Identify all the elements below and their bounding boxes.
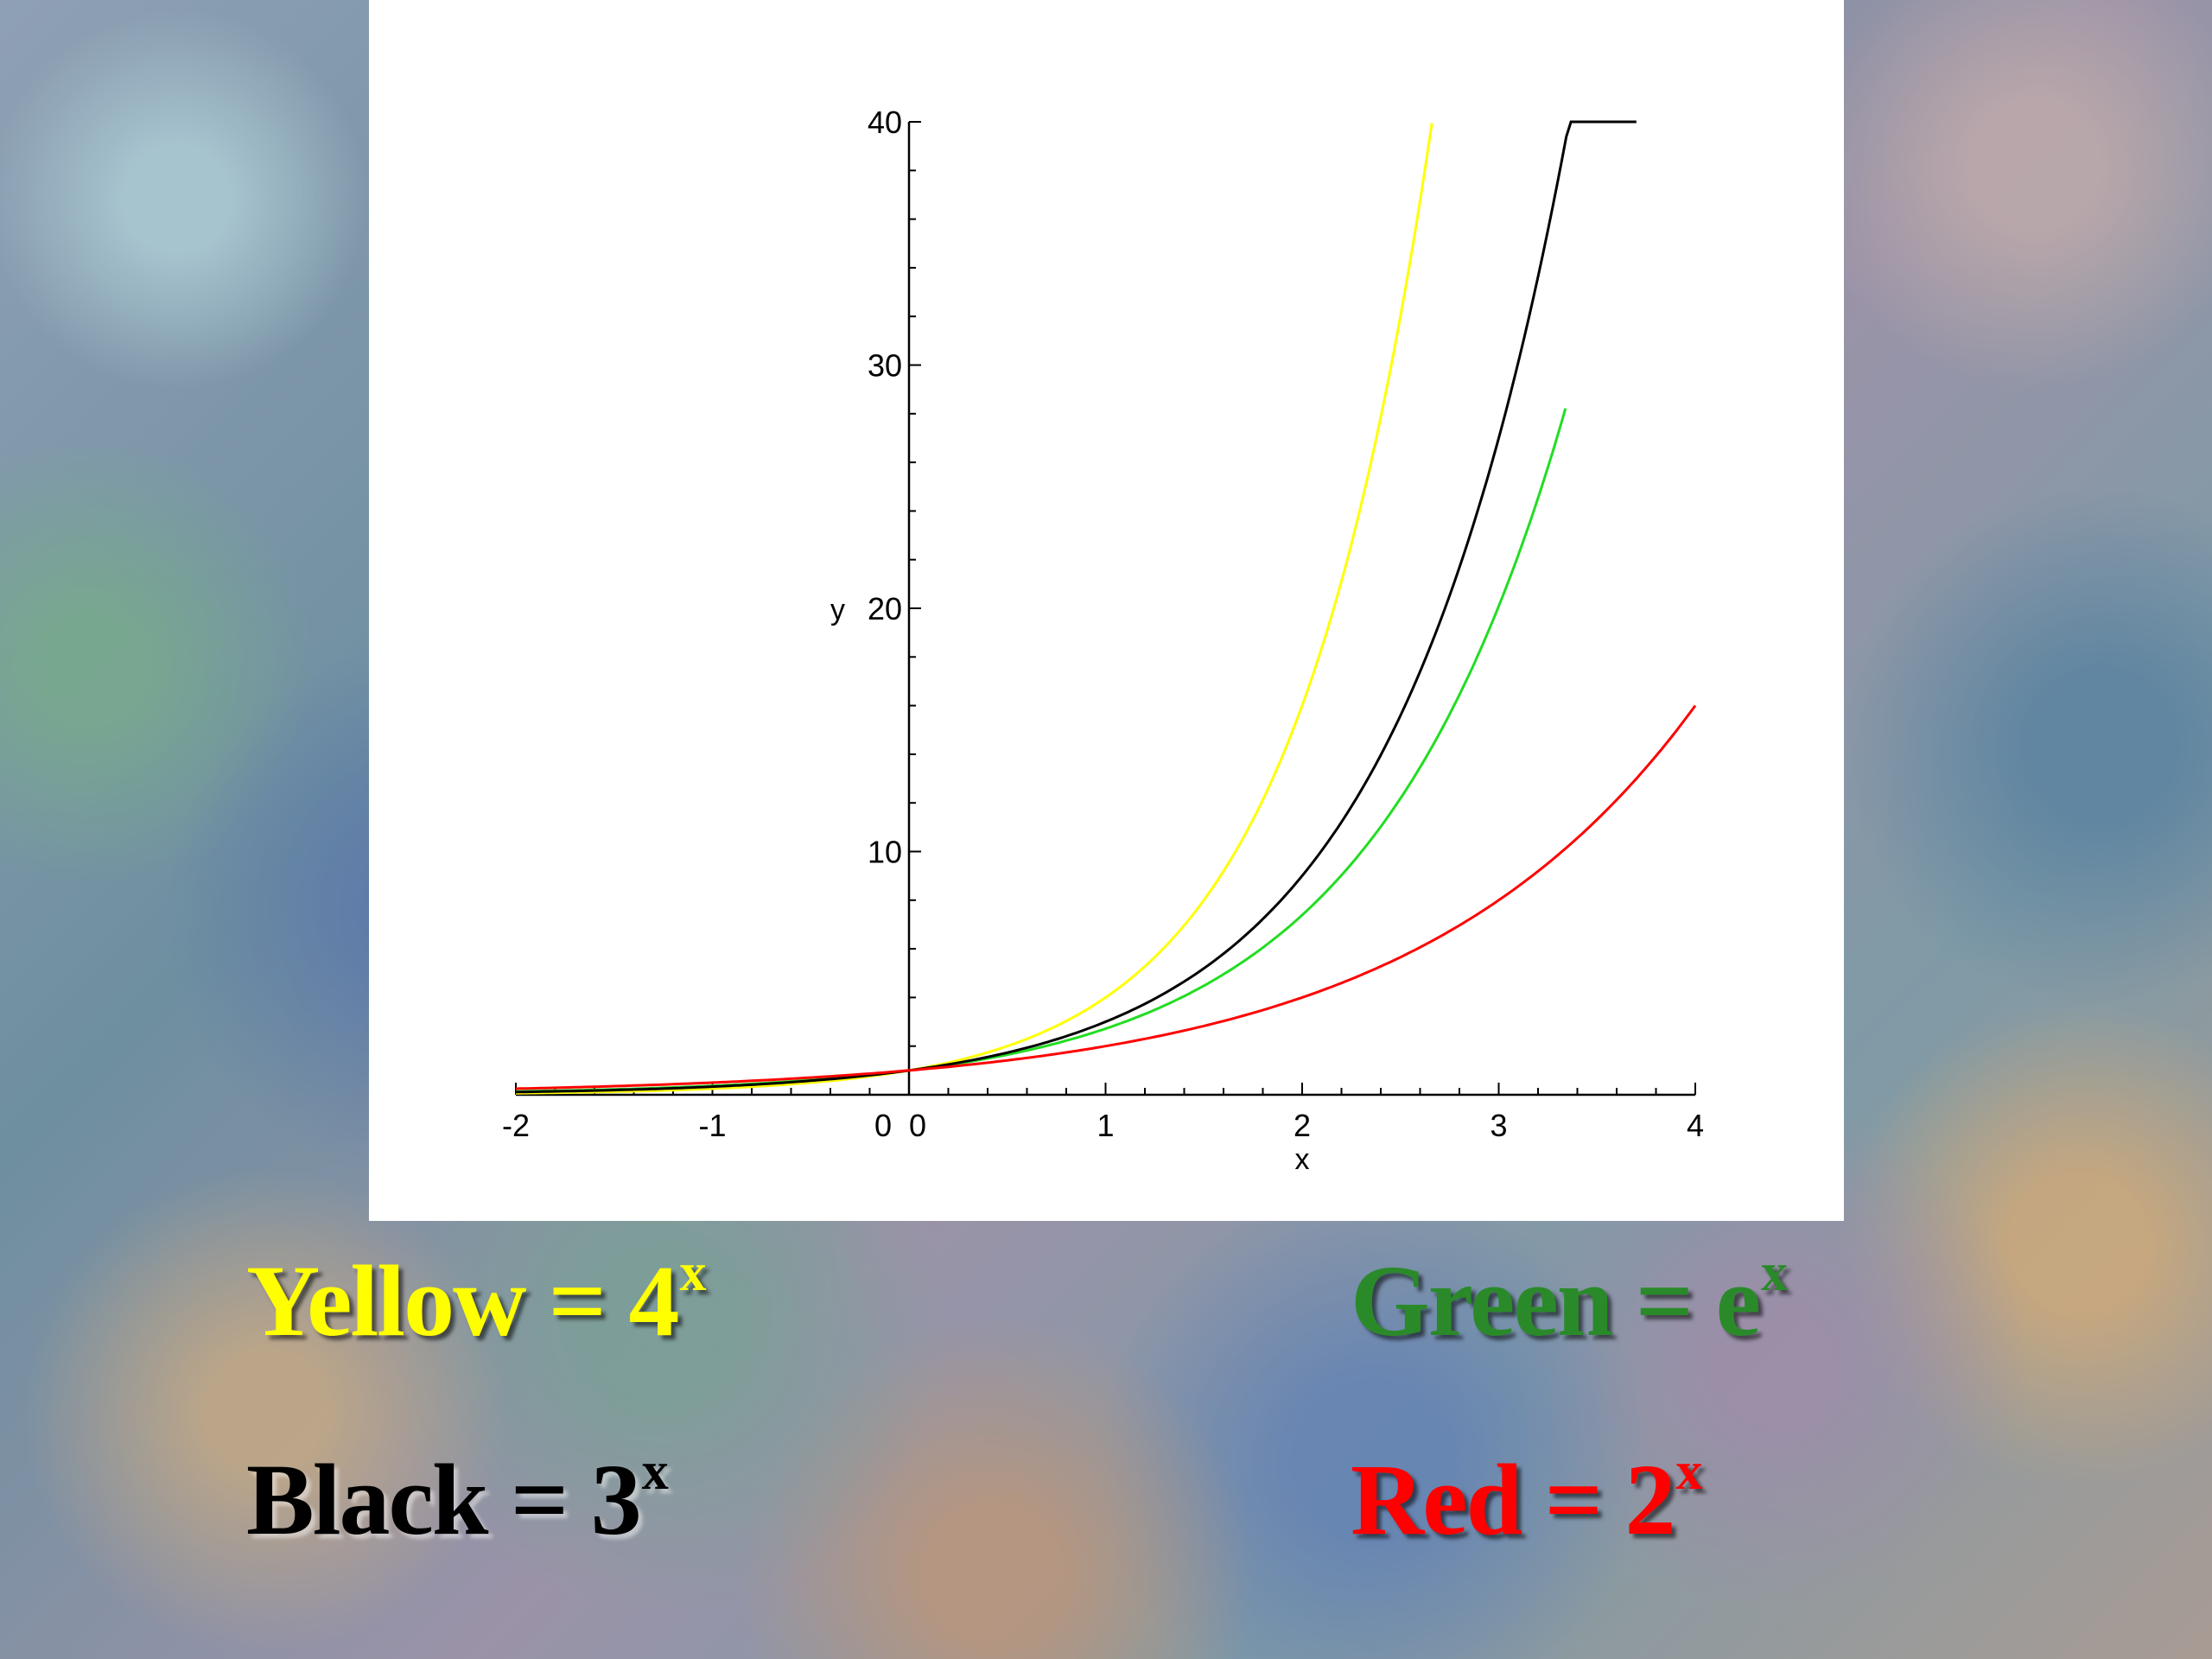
- x-tick-label: 2: [1294, 1108, 1311, 1143]
- series-line-e-pow-x: [515, 408, 1567, 1093]
- y-tick-label: 10: [868, 835, 902, 870]
- series-line-2-pow-x: [515, 704, 1697, 1090]
- y-axis-title: y: [830, 594, 845, 626]
- legend-red-text: Red = 2: [1351, 1443, 1675, 1556]
- x-tick-label: 3: [1490, 1108, 1507, 1143]
- x-tick-label: 0: [909, 1108, 926, 1143]
- tick-labels: -2 -1 0 0 1 2 3 4 10 20 30 40 y x: [502, 105, 1704, 1176]
- series-line-4-pow-x: [516, 123, 1433, 1095]
- x-tick-label: -1: [698, 1108, 726, 1143]
- legend-black-exponent: x: [641, 1442, 669, 1501]
- series-line-3-pow-x: [515, 120, 1637, 1094]
- legend-green-text: Green = e: [1351, 1244, 1761, 1357]
- legend-yellow: Yellow = 4x: [246, 1246, 707, 1352]
- axes: [515, 121, 1696, 1096]
- legend-red: Red = 2x: [1351, 1445, 1702, 1551]
- x-axis-title: x: [1295, 1143, 1310, 1176]
- legend-yellow-text: Yellow = 4: [246, 1244, 680, 1357]
- legend-black-text: Black = 3: [246, 1443, 642, 1556]
- x-tick-label: -2: [502, 1108, 530, 1143]
- exponential-chart: -2 -1 0 0 1 2 3 4 10 20 30 40 y x: [502, 105, 1704, 1176]
- chart-panel: -2 -1 0 0 1 2 3 4 10 20 30 40 y x: [369, 0, 1844, 1221]
- x-tick-label: 1: [1096, 1108, 1114, 1143]
- x-tick-label: 4: [1687, 1108, 1704, 1143]
- y-tick-label: 20: [868, 591, 902, 626]
- legend-black: Black = 3x: [246, 1445, 669, 1551]
- series-layer: [515, 120, 1697, 1095]
- legend-green-exponent: x: [1761, 1243, 1788, 1302]
- legend-yellow-exponent: x: [679, 1243, 707, 1302]
- x-tick-label: 0: [874, 1108, 892, 1143]
- legend-green: Green = ex: [1351, 1246, 1788, 1352]
- y-tick-label: 40: [868, 105, 902, 140]
- legend-red-exponent: x: [1675, 1442, 1702, 1501]
- y-tick-label: 30: [868, 348, 902, 384]
